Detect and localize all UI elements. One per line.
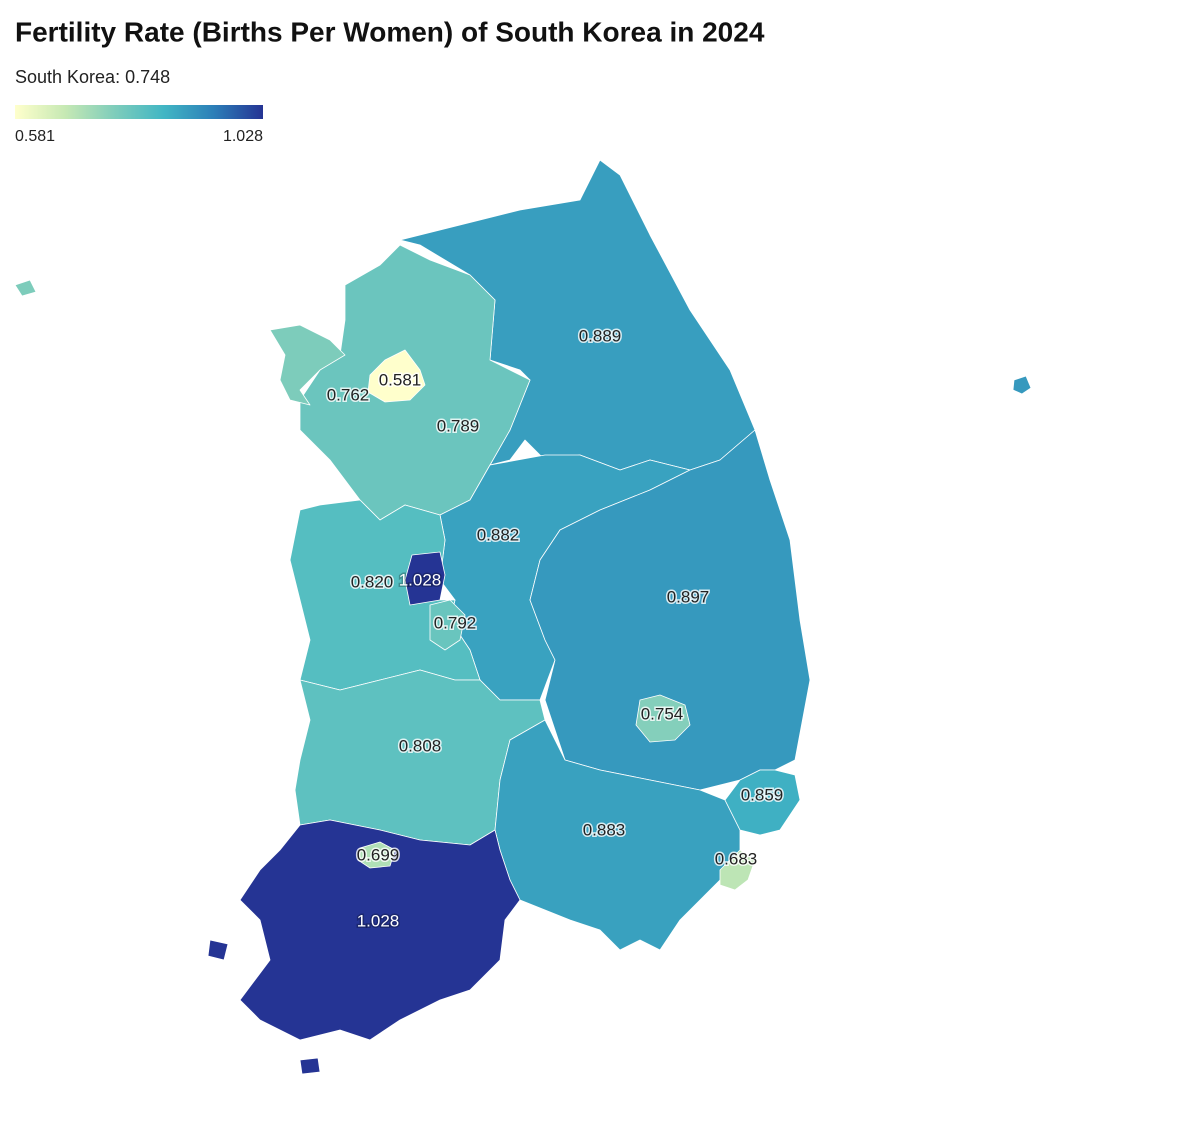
region bbox=[207, 819, 521, 1075]
legend-max: 1.028 bbox=[223, 128, 263, 145]
region bbox=[14, 279, 346, 406]
value-label: 0.883 bbox=[583, 820, 626, 839]
region bbox=[429, 599, 466, 651]
subtitle: South Korea: 0.748 bbox=[15, 67, 170, 87]
value-label: 0.859 bbox=[741, 785, 784, 804]
region bbox=[635, 694, 691, 743]
region bbox=[404, 551, 446, 606]
region bbox=[367, 349, 426, 403]
value-label: 0.683 bbox=[715, 849, 758, 868]
region bbox=[724, 769, 801, 836]
value-label: 0.789 bbox=[437, 416, 480, 435]
region bbox=[529, 375, 1032, 791]
value-label: 0.762 bbox=[327, 385, 370, 404]
value-label: 0.889 bbox=[579, 326, 622, 345]
value-label: 0.808 bbox=[399, 736, 442, 755]
value-label: 0.897 bbox=[667, 587, 710, 606]
value-label: 0.699 bbox=[357, 845, 400, 864]
value-label: 0.754 bbox=[641, 704, 684, 723]
title: Fertility Rate (Births Per Women) of Sou… bbox=[15, 16, 765, 47]
region bbox=[357, 841, 396, 869]
legend-min: 0.581 bbox=[15, 128, 55, 145]
value-label: 1.028 bbox=[399, 570, 442, 589]
color-legend bbox=[15, 105, 263, 119]
value-label: 0.792 bbox=[434, 613, 477, 632]
value-label: 1.028 bbox=[357, 911, 400, 930]
region bbox=[719, 849, 756, 891]
value-label: 0.882 bbox=[477, 525, 520, 544]
value-label: 0.581 bbox=[379, 370, 422, 389]
value-label: 0.820 bbox=[351, 572, 394, 591]
